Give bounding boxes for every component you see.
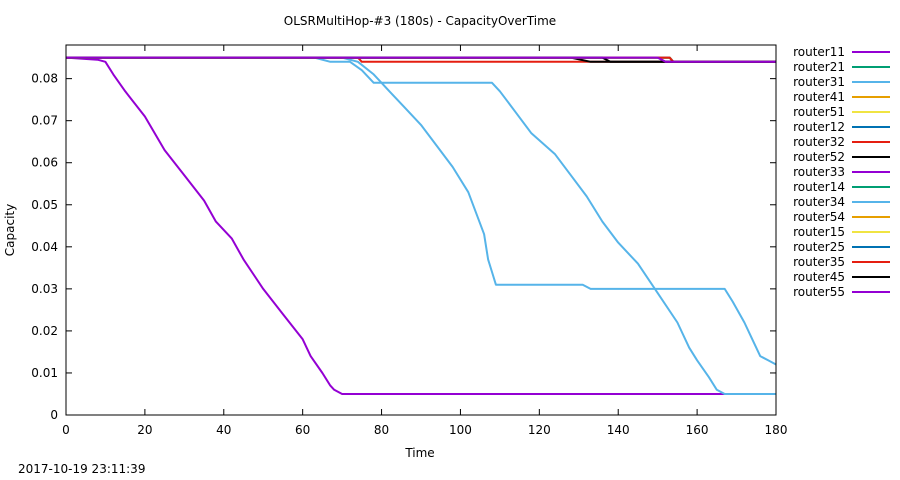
timestamp: 2017-10-19 23:11:39 [18, 462, 146, 476]
legend-label-router45: router45 [793, 270, 845, 284]
series-line-router11 [65, 56, 776, 395]
legend-label-router55: router55 [793, 285, 845, 299]
legend-label-router21: router21 [793, 60, 845, 74]
legend-label-router35: router35 [793, 255, 845, 269]
legend-label-router33: router33 [793, 165, 845, 179]
x-tick-label: 80 [374, 423, 389, 437]
y-tick-label: 0.07 [31, 114, 58, 128]
y-tick-label: 0.05 [31, 198, 58, 212]
y-tick-label: 0.06 [31, 156, 58, 170]
x-tick-label: 0 [62, 423, 70, 437]
x-axis: 0 20 40 60 80 100 120 140 160 180 [62, 45, 787, 437]
legend-label-router12: router12 [793, 120, 845, 134]
y-tick-label: 0.02 [31, 324, 58, 338]
x-tick-label: 140 [607, 423, 630, 437]
legend-label-router14: router14 [793, 180, 845, 194]
y-tick-label: 0 [50, 408, 58, 422]
y-tick-label: 0.01 [31, 366, 58, 380]
x-tick-label: 100 [449, 423, 472, 437]
y-tick-label: 0.03 [31, 282, 58, 296]
legend-label-router34: router34 [793, 195, 845, 209]
series-line-router55 [66, 56, 776, 63]
plot-frame [65, 44, 777, 416]
legend-label-router25: router25 [793, 240, 845, 254]
legend-label-router32: router32 [793, 135, 845, 149]
x-tick-label: 40 [216, 423, 231, 437]
legend-label-router52: router52 [793, 150, 845, 164]
x-tick-label: 20 [137, 423, 152, 437]
legend-label-router15: router15 [793, 225, 845, 239]
plot-lines [65, 56, 777, 395]
legend-label-router51: router51 [793, 105, 845, 119]
y-axis: 0 0.01 0.02 0.03 0.04 0.05 0.06 0.07 0.08 [31, 72, 776, 422]
x-tick-label: 180 [765, 423, 788, 437]
legend: router11router21router31router41router51… [793, 45, 890, 299]
x-axis-label: Time [404, 446, 434, 460]
legend-label-router54: router54 [793, 210, 845, 224]
x-tick-label: 120 [528, 423, 551, 437]
legend-label-router11: router11 [793, 45, 845, 59]
chart-title: OLSRMultiHop-#3 (180s) - CapacityOverTim… [284, 14, 556, 28]
y-tick-label: 0.08 [31, 72, 58, 86]
x-tick-label: 60 [295, 423, 310, 437]
series-line-router34 [66, 56, 777, 366]
y-axis-label: Capacity [3, 204, 17, 256]
legend-label-router31: router31 [793, 75, 845, 89]
legend-label-router41: router41 [793, 90, 845, 104]
y-tick-label: 0.04 [31, 240, 58, 254]
series-line-router31 [66, 56, 776, 395]
x-tick-label: 160 [686, 423, 709, 437]
